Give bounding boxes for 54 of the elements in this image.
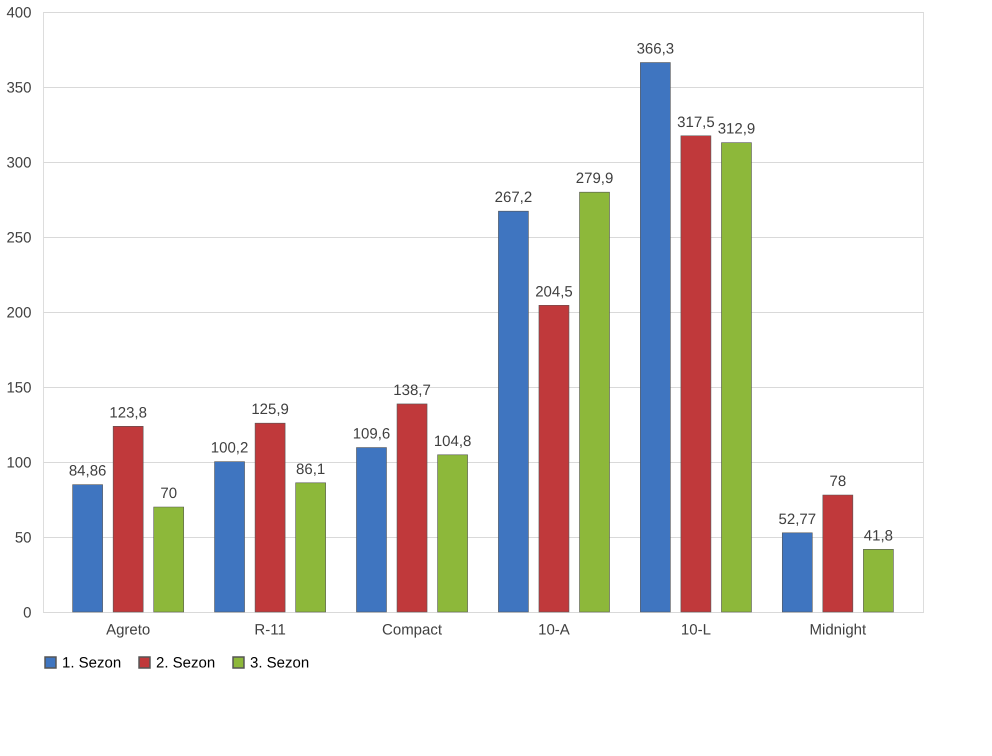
y-tick-label: 50 [14,530,32,546]
bar [640,62,671,612]
bar [863,549,894,612]
data-label: 41,8 [864,527,893,544]
bar [295,482,326,612]
legend-label: 3. Sezon [250,654,310,672]
bar [214,461,245,612]
x-tick-label: Agreto [106,622,150,638]
bar [579,192,610,612]
bar [153,506,184,612]
data-label: 86,1 [296,460,326,478]
data-label: 52,77 [778,510,816,528]
data-label: 78 [829,473,846,490]
bar [822,494,854,612]
bar [356,447,387,612]
x-tick-label: 10-A [538,622,570,638]
y-tick-label: 150 [6,380,32,396]
bar [721,142,752,612]
y-tick-label: 250 [6,230,32,246]
data-label: 84,86 [68,462,106,480]
data-label: 312,9 [718,120,756,138]
bar [782,532,813,612]
y-tick-label: 100 [6,454,32,472]
y-tick-label: 350 [6,80,32,96]
data-label: 279,9 [576,170,614,188]
data-label: 366,3 [636,40,674,58]
bar [498,210,529,612]
x-tick-label: Compact [382,622,443,638]
data-label: 109,6 [352,426,390,443]
data-label: 138,7 [393,382,431,399]
y-tick-label: 200 [6,304,32,322]
x-tick-label: R-11 [254,622,286,638]
data-label: 204,5 [535,283,573,300]
data-label: 267,2 [494,189,532,206]
x-tick-label: Midnight [809,622,868,638]
bar [112,426,144,612]
data-label: 317,5 [677,114,715,131]
data-label: 100,2 [210,440,248,457]
legend-label: 1. Sezon [62,654,122,672]
y-tick-label: 0 [23,604,32,622]
y-tick-label: 400 [6,4,32,22]
bar [72,484,103,612]
x-tick-label: 10-L [680,622,711,638]
bar [437,454,468,612]
data-label: 104,8 [434,432,472,450]
data-label: 125,9 [251,401,289,418]
bar [396,404,428,612]
legend-label: 2. Sezon [156,654,216,672]
bar [680,135,712,612]
y-tick-label: 300 [6,154,32,172]
bar [254,422,286,612]
data-label: 123,8 [109,404,147,422]
data-label: 70 [160,485,178,502]
bar [538,304,570,612]
